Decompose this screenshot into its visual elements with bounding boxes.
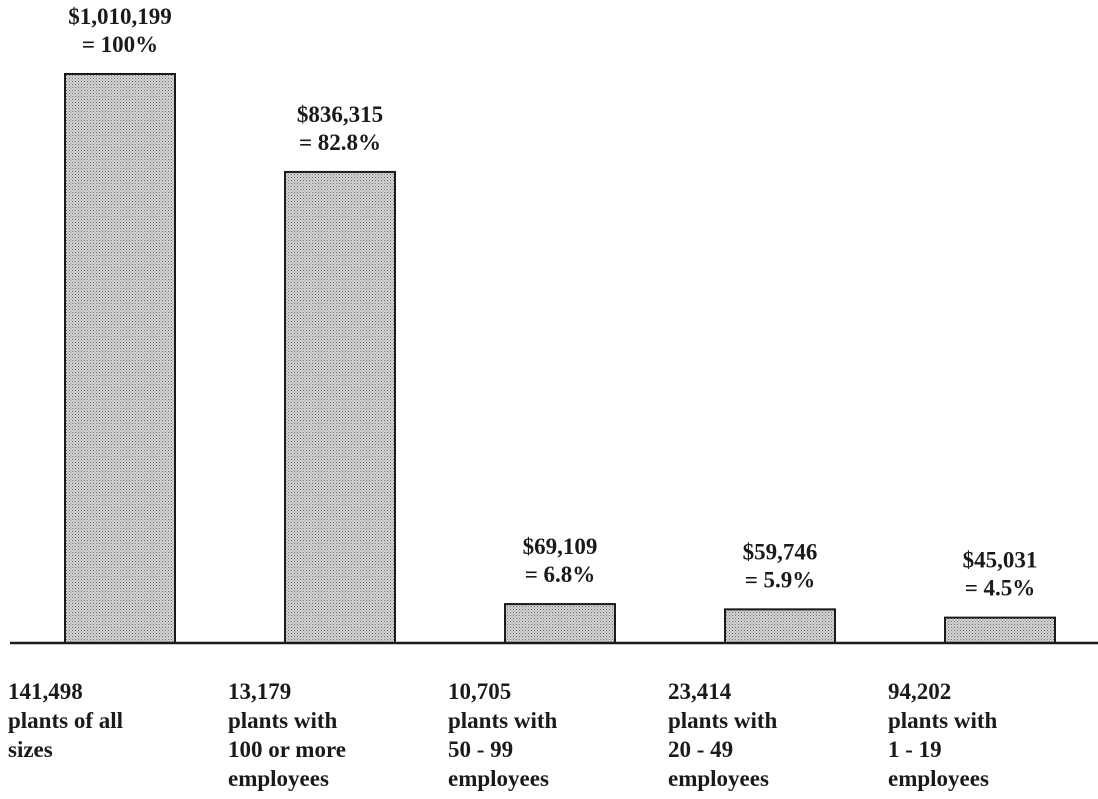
- category-label-1-line-1: 141,498: [8, 679, 83, 704]
- bar-2: [284, 170, 396, 644]
- bars-layer: [64, 73, 1056, 644]
- value-label-2-line-2: = 82.8%: [299, 130, 381, 155]
- category-label-3-line-4: employees: [448, 766, 549, 791]
- value-label-1-line-2: = 100%: [82, 32, 158, 57]
- value-labels-layer: $1,010,199 = 100% $836,315 = 82.8% $69,109 = …: [68, 4, 1037, 601]
- bar-4: [724, 608, 836, 644]
- category-label-1-line-2: plants of all: [8, 708, 123, 733]
- category-label-3-line-2: plants with: [448, 708, 557, 733]
- category-label-4-line-2: plants with: [668, 708, 777, 733]
- category-label-5-line-4: employees: [888, 766, 989, 791]
- value-label-4-line-1: $59,746: [743, 539, 818, 564]
- bar-3: [504, 603, 616, 644]
- value-label-5-line-2: = 4.5%: [965, 576, 1036, 601]
- value-label-4-line-2: = 5.9%: [745, 567, 816, 592]
- value-label-5-line-1: $45,031: [963, 548, 1038, 573]
- value-label-3-line-1: $69,109: [523, 534, 598, 559]
- category-label-4-line-4: employees: [668, 766, 769, 791]
- category-label-3-line-1: 10,705: [448, 679, 511, 704]
- value-label-2-line-1: $836,315: [297, 102, 383, 127]
- category-label-3-line-3: 50 - 99: [448, 737, 513, 762]
- category-label-2-line-3: 100 or more: [228, 737, 346, 762]
- category-label-5-line-3: 1 - 19: [888, 737, 942, 762]
- category-label-5-line-2: plants with: [888, 708, 997, 733]
- bar-1: [64, 73, 176, 644]
- category-label-2-line-2: plants with: [228, 708, 337, 733]
- category-label-2-line-1: 13,179: [228, 679, 291, 704]
- category-label-5-line-1: 94,202: [888, 679, 951, 704]
- bar-5: [944, 616, 1056, 644]
- value-label-3-line-2: = 6.8%: [525, 562, 596, 587]
- category-label-1-line-3: sizes: [8, 737, 53, 762]
- category-labels-layer: 141,498 plants of all sizes 13,179 plants wi…: [8, 679, 997, 791]
- value-label-1-line-1: $1,010,199: [68, 4, 172, 29]
- category-label-4-line-3: 20 - 49: [668, 737, 733, 762]
- category-label-2-line-4: employees: [228, 766, 329, 791]
- category-label-4-line-1: 23,414: [668, 679, 732, 704]
